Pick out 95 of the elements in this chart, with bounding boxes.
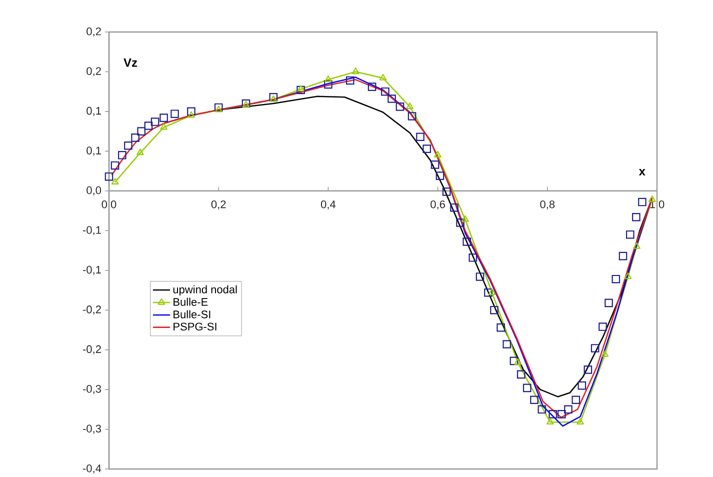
point: [502, 340, 511, 348]
point: [368, 82, 376, 92]
point: [514, 358, 522, 365]
point: [618, 252, 628, 260]
legend-label: Bulle-SI: [174, 310, 210, 318]
point: [626, 230, 634, 239]
point: [522, 384, 532, 392]
point: [160, 114, 168, 122]
point: [188, 111, 195, 118]
point: [590, 344, 600, 352]
x-tick-label: 0,8: [540, 200, 555, 210]
legend-label: PSPG-SI: [174, 322, 216, 331]
point: [346, 76, 354, 85]
x-tick-label: 0,0: [102, 200, 116, 210]
point: [110, 161, 120, 170]
y-tick-label: -0,1: [83, 226, 101, 236]
point: [530, 396, 538, 404]
point: [624, 272, 632, 280]
point: [516, 370, 526, 379]
y-tick-label: -0,3: [83, 385, 101, 394]
point: [104, 172, 114, 181]
point: [558, 410, 566, 418]
point: [214, 103, 223, 112]
point: [633, 242, 640, 249]
point: [604, 298, 613, 308]
point: [564, 405, 572, 414]
y-tick-label: 0,1: [86, 146, 101, 156]
y-tick-label: 0,2: [86, 67, 101, 76]
point: [468, 254, 478, 262]
point: [490, 306, 498, 314]
point: [136, 148, 144, 156]
point: [546, 418, 554, 425]
y-tick-label: -0,2: [83, 345, 101, 354]
point: [442, 188, 451, 196]
point: [462, 215, 469, 222]
point: [388, 94, 396, 103]
point: [379, 74, 387, 80]
point: [324, 80, 332, 89]
legend-label: upwind nodal: [173, 285, 237, 296]
y-tick-label: -0,3: [83, 424, 101, 434]
point: [476, 272, 484, 281]
point: [572, 396, 580, 404]
x-tick-label: 0,4: [320, 200, 336, 210]
point: [150, 118, 160, 126]
y-tick-label: -0,1: [83, 266, 101, 275]
point: [638, 198, 646, 206]
point: [510, 356, 518, 366]
point: [450, 204, 458, 212]
point: [214, 106, 222, 112]
point: [111, 178, 119, 185]
point: [131, 134, 140, 142]
y-tick-label: -0,2: [83, 306, 101, 315]
point: [296, 86, 305, 94]
point: [324, 76, 332, 82]
point: [484, 288, 492, 297]
point: [160, 123, 168, 130]
point: [434, 151, 442, 158]
point: [548, 410, 558, 418]
y-tick-label: 0,0: [86, 186, 102, 196]
point: [416, 132, 424, 142]
y-axis-title: Vz: [124, 58, 138, 67]
point: [598, 322, 607, 331]
point: [456, 218, 464, 227]
y-tick-label: 0,2: [86, 28, 101, 37]
point: [381, 88, 390, 96]
y-tick-label: -0,4: [83, 464, 102, 474]
point: [396, 102, 404, 111]
x-tick-label: 0,6: [430, 200, 445, 210]
point: [170, 110, 179, 118]
point: [352, 68, 360, 74]
point: [408, 112, 416, 120]
point: [462, 238, 471, 246]
legend-label: Bulle-E: [174, 298, 208, 306]
point: [118, 151, 126, 160]
point: [576, 418, 584, 425]
point: [436, 172, 444, 180]
point: [422, 144, 431, 154]
point: [124, 142, 132, 150]
point: [187, 107, 196, 116]
point: [144, 122, 153, 130]
x-tick-label: 0,2: [211, 200, 226, 210]
point: [496, 323, 505, 332]
y-tick-label: 0,1: [86, 106, 101, 116]
point: [584, 366, 592, 374]
x-axis-title: x: [638, 169, 646, 176]
point: [488, 288, 496, 296]
point: [601, 350, 609, 357]
point: [137, 127, 146, 136]
point: [430, 160, 440, 169]
point: [297, 85, 304, 92]
point: [406, 102, 414, 110]
point: [578, 381, 586, 390]
point: [632, 213, 640, 222]
point: [538, 405, 546, 414]
point: [612, 275, 620, 284]
